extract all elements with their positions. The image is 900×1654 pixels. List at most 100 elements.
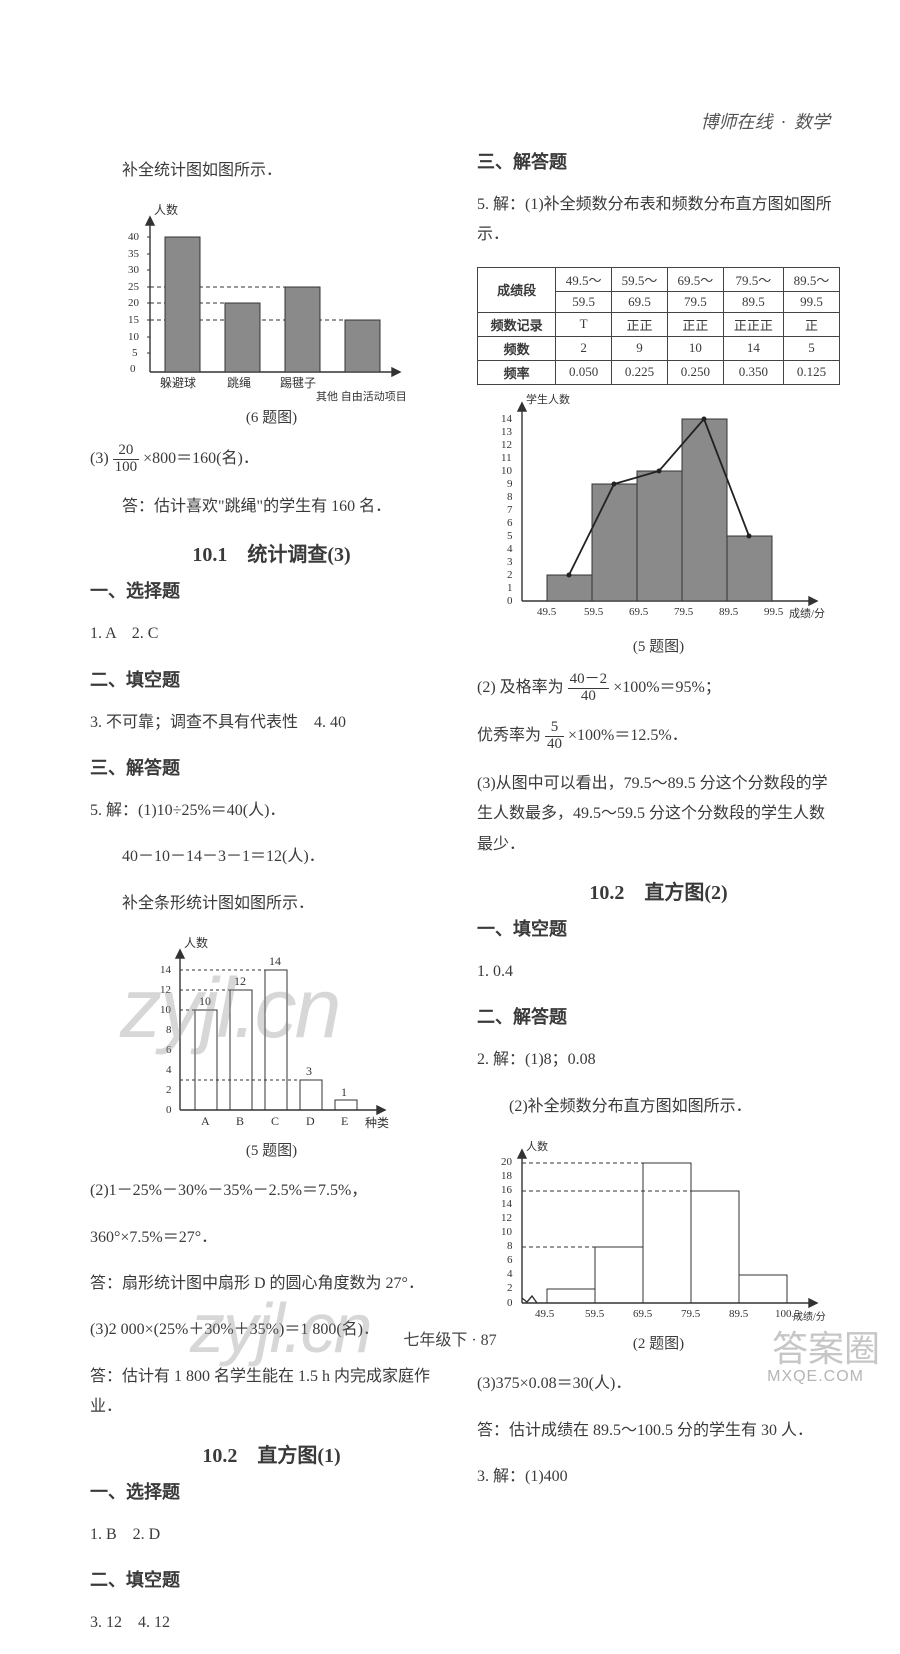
svg-text:79.5: 79.5 xyxy=(674,606,694,618)
sec-tk: 二、填空题 xyxy=(90,666,453,692)
svg-text:人数: 人数 xyxy=(526,1140,548,1153)
q3-prefix: (3) xyxy=(90,450,109,467)
footer-text: 七年级下 · 87 xyxy=(403,1332,496,1349)
cell: 14 xyxy=(723,336,783,360)
cell: 59.5 xyxy=(556,291,612,312)
title-102-2: 10.2 直方图(2) xyxy=(477,876,840,905)
svg-text:89.5: 89.5 xyxy=(729,1308,749,1320)
svg-text:25: 25 xyxy=(128,281,140,293)
svg-text:跳绳: 跳绳 xyxy=(227,376,251,390)
cell: 0.050 xyxy=(556,360,612,384)
svg-text:8: 8 xyxy=(507,491,513,503)
svg-text:12: 12 xyxy=(160,984,171,996)
frac-num: 20 xyxy=(113,443,140,460)
svg-text:7: 7 xyxy=(507,504,513,516)
cell: 2 xyxy=(556,336,612,360)
svg-text:16: 16 xyxy=(501,1184,513,1196)
cell: 10 xyxy=(667,336,723,360)
xz1: 1. A 2. C xyxy=(90,619,453,649)
svg-text:8: 8 xyxy=(507,1240,513,1252)
th-label: 成绩段 xyxy=(478,267,556,312)
r-jd3: (3)375×0.08＝30(人)． xyxy=(477,1369,840,1399)
svg-text:5: 5 xyxy=(507,530,513,542)
jd6: 答：扇形统计图中扇形 D 的圆心角度数为 27°． xyxy=(90,1269,453,1299)
svg-text:5: 5 xyxy=(132,347,138,359)
intro-text: 补全统计图如图所示． xyxy=(90,156,453,186)
frac-den: 100 xyxy=(113,460,140,476)
svg-text:49.5: 49.5 xyxy=(537,606,557,618)
svg-text:0: 0 xyxy=(507,1297,513,1309)
svg-text:89.5: 89.5 xyxy=(719,606,739,618)
svg-text:踢毽子: 踢毽子 xyxy=(280,376,316,390)
svg-text:59.5: 59.5 xyxy=(584,606,604,618)
svg-text:10: 10 xyxy=(199,994,211,1008)
svg-text:0: 0 xyxy=(507,595,513,607)
r3b: ×100%＝12.5%． xyxy=(568,727,688,744)
svg-text:3: 3 xyxy=(507,556,513,568)
row-label: 频率 xyxy=(478,360,556,384)
svg-text:A: A xyxy=(201,1114,210,1128)
svg-text:12: 12 xyxy=(234,974,246,988)
page-footer: 七年级下 · 87 xyxy=(0,1326,900,1350)
svg-text:2: 2 xyxy=(166,1084,172,1096)
jd5: 360°×7.5%＝27°． xyxy=(90,1223,453,1253)
svg-text:20: 20 xyxy=(128,297,140,309)
q3-fraction: 20 100 xyxy=(113,443,140,476)
svg-text:成绩/分: 成绩/分 xyxy=(789,607,825,620)
row-label: 频数记录 xyxy=(478,312,556,336)
svg-text:成绩/分: 成绩/分 xyxy=(793,1310,826,1323)
svg-text:30: 30 xyxy=(128,264,140,276)
svg-text:6: 6 xyxy=(507,1254,513,1266)
right-column: 三、解答题 5. 解：(1)补全频数分布表和频数分布直方图如图所示． 成绩段 4… xyxy=(477,140,840,1654)
svg-text:69.5: 69.5 xyxy=(629,606,649,618)
sec-jd: 三、解答题 xyxy=(90,754,453,780)
chart-5-svg: 0 2 4 6 8 10 12 14 10 xyxy=(140,935,400,1135)
cell: 9 xyxy=(612,336,668,360)
cell: 69.5～ xyxy=(667,267,723,291)
r3-frac: 5 40 xyxy=(545,720,564,753)
svg-text:99.5: 99.5 xyxy=(764,606,784,618)
cell: 59.5～ xyxy=(612,267,668,291)
cell: 69.5 xyxy=(612,291,668,312)
svg-text:14: 14 xyxy=(269,954,281,968)
frac-num: 40－2 xyxy=(568,672,610,689)
tk1: 3. 不可靠；调查不具有代表性 4. 40 xyxy=(90,708,453,738)
svg-text:3: 3 xyxy=(306,1064,312,1078)
r2-line: (2) 及格率为 40－2 40 ×100%＝95%； xyxy=(477,672,840,705)
r-tk: 1. 0.4 xyxy=(477,957,840,987)
svg-text:人数: 人数 xyxy=(154,202,178,217)
svg-text:学生人数: 学生人数 xyxy=(526,392,570,406)
cell: 正正 xyxy=(667,312,723,336)
svg-text:59.5: 59.5 xyxy=(585,1308,605,1320)
r-jd2: (2)补全频数分布直方图如图所示． xyxy=(477,1092,840,1122)
chart-5-caption: (5 题图) xyxy=(90,1139,453,1160)
cell: 99.5 xyxy=(784,291,840,312)
r2a: (2) 及格率为 xyxy=(477,679,564,696)
svg-text:10: 10 xyxy=(501,465,513,477)
svg-text:49.5: 49.5 xyxy=(535,1308,555,1320)
svg-text:种类: 种类 xyxy=(365,1116,389,1130)
svg-text:20: 20 xyxy=(501,1156,513,1168)
r4: (3)从图中可以看出，79.5～89.5 分这个分数段的学生人数最多，49.5～… xyxy=(477,769,840,860)
svg-text:4: 4 xyxy=(507,1268,513,1280)
svg-text:4: 4 xyxy=(166,1064,172,1076)
cell: 正正正 xyxy=(723,312,783,336)
row-label: 频数 xyxy=(478,336,556,360)
header-dot: · xyxy=(781,112,786,132)
cell: 79.5 xyxy=(667,291,723,312)
xz2: 1. B 2. D xyxy=(90,1520,453,1550)
svg-text:D: D xyxy=(306,1114,315,1128)
svg-text:E: E xyxy=(341,1114,348,1128)
svg-text:C: C xyxy=(271,1114,279,1128)
sec-xz2: 一、选择题 xyxy=(90,1478,453,1504)
svg-text:13: 13 xyxy=(501,426,513,438)
freq-table: 成绩段 49.5～ 59.5～ 69.5～ 79.5～ 89.5～ 59.5 6… xyxy=(477,267,840,385)
svg-text:6: 6 xyxy=(166,1044,172,1056)
cell: 49.5～ xyxy=(556,267,612,291)
svg-text:69.5: 69.5 xyxy=(633,1308,653,1320)
svg-text:40: 40 xyxy=(128,231,140,243)
cell: 0.125 xyxy=(784,360,840,384)
chart-5r-caption: (5 题图) xyxy=(477,635,840,656)
r-line1: 5. 解：(1)补全频数分布表和频数分布直方图如图所示． xyxy=(477,190,840,251)
svg-text:79.5: 79.5 xyxy=(681,1308,701,1320)
